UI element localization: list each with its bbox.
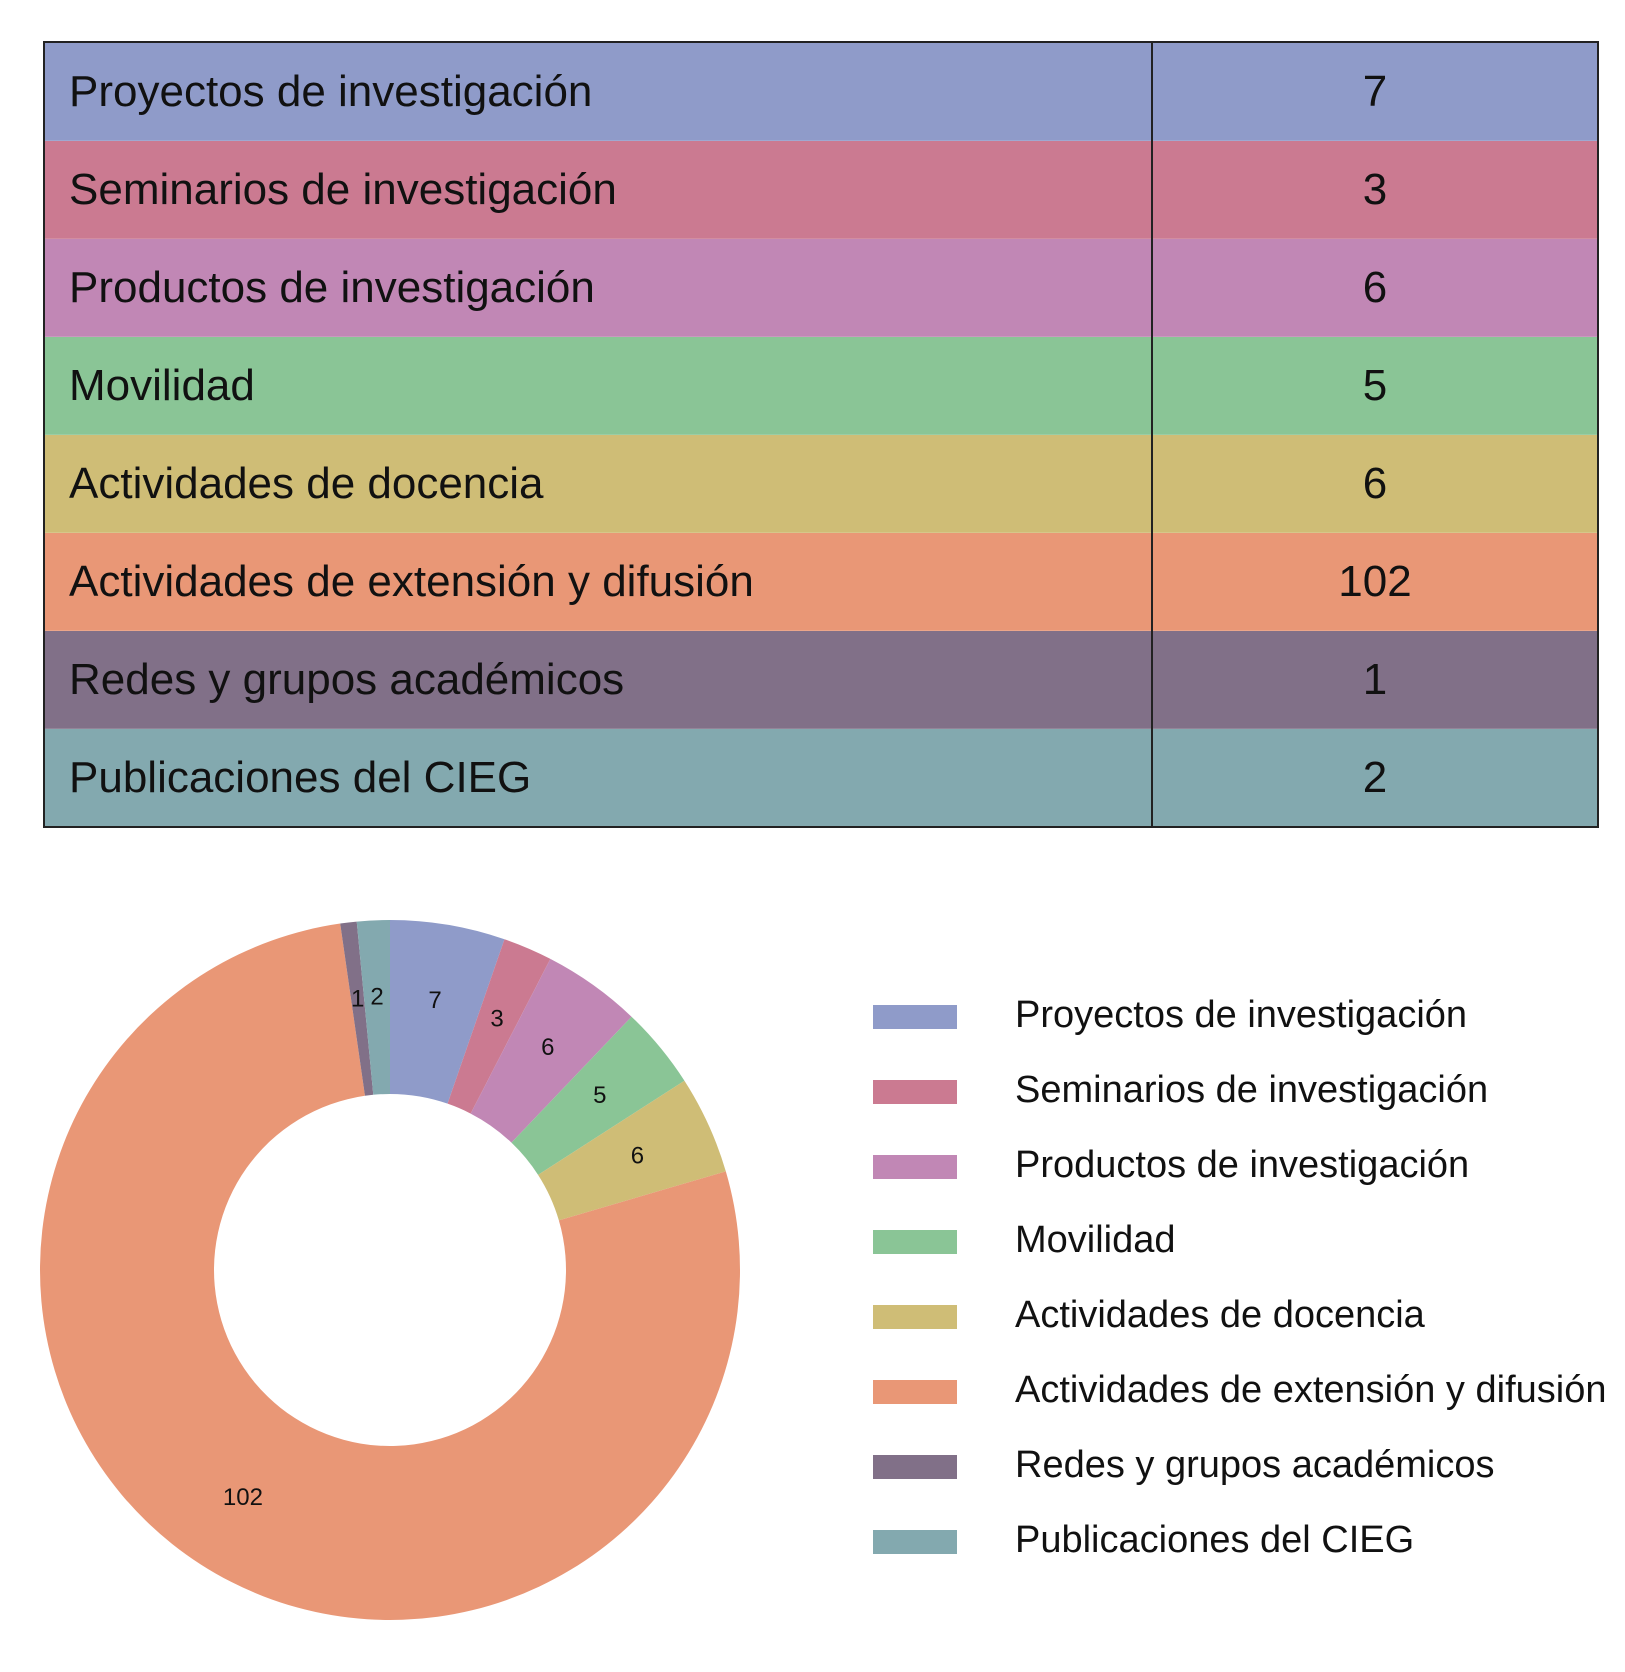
table-row: Productos de investigación 6 (44, 238, 1598, 337)
table-row: Proyectos de investigación 7 (44, 42, 1598, 141)
row-value: 6 (1152, 434, 1598, 533)
donut-slice (447, 939, 551, 1114)
row-label: Movilidad (44, 336, 1153, 435)
slice-data-label: 5 (593, 1082, 606, 1109)
legend-swatch (873, 1005, 957, 1029)
row-label: Actividades de docencia (44, 434, 1153, 533)
table-row: Actividades de extensión y difusión 102 (44, 532, 1598, 631)
slice-data-label: 102 (223, 1484, 263, 1511)
row-value: 6 (1152, 238, 1598, 337)
legend-swatch (873, 1230, 957, 1254)
legend-swatch (873, 1080, 957, 1104)
donut-slice (470, 958, 632, 1143)
row-label: Actividades de extensión y difusión (44, 532, 1153, 631)
legend-swatch (873, 1530, 957, 1554)
legend-label: Actividades de docencia (1015, 1294, 1425, 1336)
table-row: Actividades de docencia 6 (44, 434, 1598, 533)
donut-slice (511, 1016, 685, 1175)
data-table: Proyectos de investigación 7 Seminarios de… (43, 41, 1599, 828)
table-row: Redes y grupos académicos 1 (44, 630, 1598, 729)
row-value: 1 (1152, 630, 1598, 729)
table-row: Movilidad 5 (44, 336, 1598, 435)
legend-label: Movilidad (1015, 1219, 1176, 1261)
row-label: Proyectos de investigación (44, 42, 1153, 141)
legend-label: Proyectos de investigación (1015, 994, 1468, 1036)
donut-chart: 7 3 6 5 6 102 1 2 (40, 920, 740, 1620)
donut-slice (340, 921, 374, 1096)
slice-data-label: 6 (541, 1034, 554, 1061)
slice-data-label: 7 (428, 987, 441, 1014)
donut-slice (390, 920, 505, 1104)
slice-data-label: 1 (351, 985, 364, 1012)
legend-swatch (873, 1155, 957, 1179)
row-label: Seminarios de investigación (44, 140, 1153, 239)
legend-swatch (873, 1305, 957, 1329)
row-value: 5 (1152, 336, 1598, 435)
row-value: 2 (1152, 728, 1598, 827)
row-value: 7 (1362, 66, 1388, 116)
table-row: Publicaciones del CIEG 2 (44, 728, 1598, 827)
legend-label: Productos de investigación (1015, 1144, 1470, 1186)
legend-label: Publicaciones del CIEG (1015, 1519, 1415, 1561)
legend-label: Seminarios de investigación (1015, 1069, 1489, 1111)
slice-data-label: 3 (490, 1005, 503, 1032)
table-row: Seminarios de investigación 3 (44, 140, 1598, 239)
row-label: Redes y grupos académicos (44, 630, 1153, 729)
legend-swatch (873, 1380, 957, 1404)
row-label: Publicaciones del CIEG (44, 728, 1153, 827)
row-label: Productos de investigación (44, 238, 1153, 337)
row-value: 102 (1152, 532, 1598, 631)
legend-swatch (873, 1455, 957, 1479)
donut-slice (538, 1080, 726, 1221)
slice-data-label: 6 (631, 1142, 644, 1169)
legend-label: Redes y grupos académicos (1015, 1444, 1495, 1486)
donut-slice (40, 923, 740, 1620)
donut-slice (356, 920, 390, 1095)
row-value: 3 (1152, 140, 1598, 239)
slice-data-label: 2 (370, 984, 383, 1011)
legend-label: Actividades de extensión y difusión (1015, 1369, 1607, 1411)
